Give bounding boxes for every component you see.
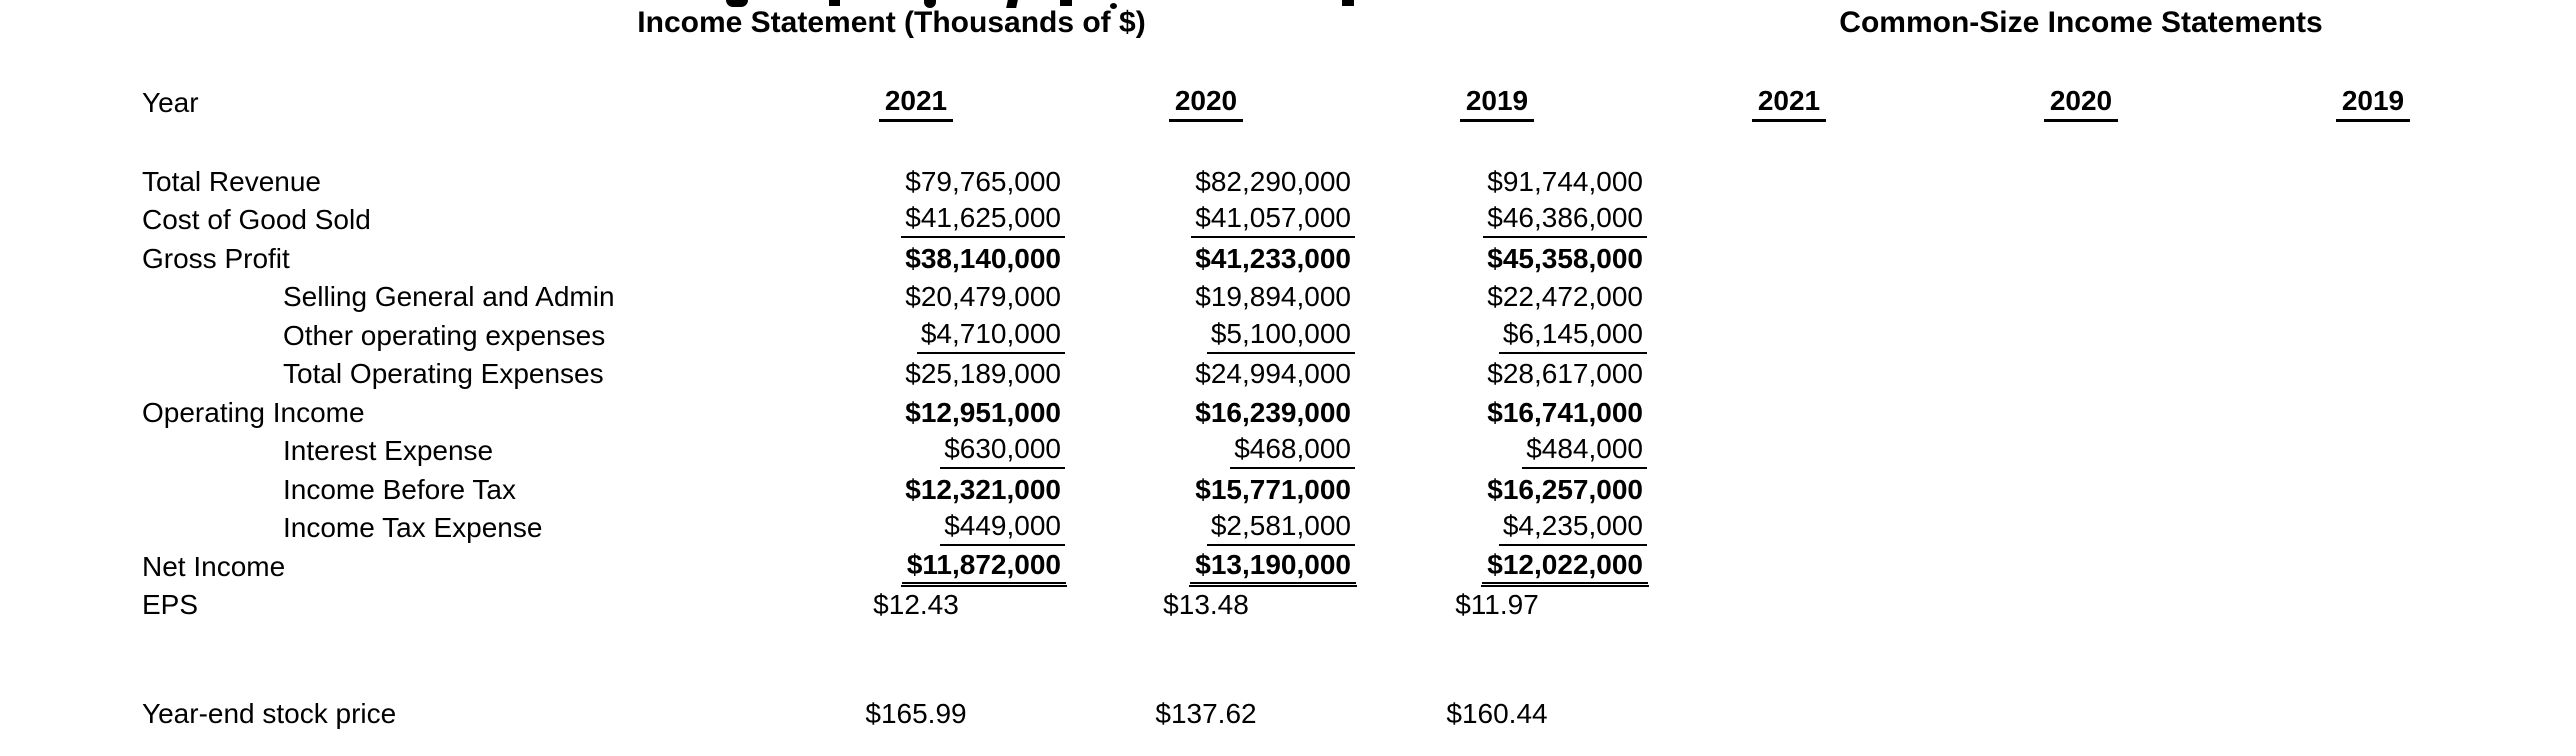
value-2020: $19,894,000 xyxy=(1195,281,1351,313)
row-label: Cost of Good Sold xyxy=(142,204,371,236)
value-2021: $12.43 xyxy=(873,589,959,621)
value-2021: $25,189,000 xyxy=(905,358,1061,390)
value-2019: $484,000 xyxy=(1351,433,1647,470)
statement-year-2019: 2019 xyxy=(1351,85,1643,122)
row-label: Other operating expenses xyxy=(283,319,606,351)
clipped-glyph xyxy=(1060,0,1072,6)
table-row: Gross Profit $38,140,000 $41,233,000 $45… xyxy=(0,240,2519,279)
row-label: Total Operating Expenses xyxy=(283,358,604,390)
common-size-title: Common-Size Income Statements xyxy=(1839,6,2323,39)
value-2021: $38,140,000 xyxy=(905,242,1061,274)
table-row: Net Income $11,872,000 $13,190,000 $12,0… xyxy=(0,548,2519,588)
value-2020: $468,000 xyxy=(1061,433,1355,470)
value-2021: $12,321,000 xyxy=(905,473,1061,505)
value-2021: $11,872,000 xyxy=(771,549,1068,588)
statement-rows: Total Revenue $79,765,000 $82,290,000 $9… xyxy=(0,163,2519,625)
table-row: EPS $12.43 $13.48 $11.97 xyxy=(0,586,2519,625)
clipped-glyph xyxy=(726,0,748,7)
value-2021: $20,479,000 xyxy=(905,281,1061,313)
stock-price-2020: $137.62 xyxy=(1155,697,1257,729)
value-2019: $16,257,000 xyxy=(1487,473,1643,505)
value-2019: $45,358,000 xyxy=(1487,242,1643,274)
table-row: Operating Income $12,951,000 $16,239,000… xyxy=(0,394,2519,433)
income-statement-title: Income Statement (Thousands of $) xyxy=(637,6,1146,39)
value-2019: $6,145,000 xyxy=(1351,318,1647,354)
table-row: Other operating expenses $4,710,000 $5,1… xyxy=(0,317,2519,356)
stock-price-2019: $160.44 xyxy=(1446,697,1548,729)
row-label: EPS xyxy=(142,589,199,621)
value-2019: $11.97 xyxy=(1455,589,1539,621)
value-2020: $82,290,000 xyxy=(1195,165,1351,197)
year-header-row: Year 2021 2020 2019 2021 2020 2019 xyxy=(0,84,2519,123)
row-label: Total Revenue xyxy=(142,165,322,197)
value-2019: $22,472,000 xyxy=(1487,281,1643,313)
value-2021: $449,000 xyxy=(771,510,1065,547)
row-label: Gross Profit xyxy=(142,242,290,274)
table-row: Selling General and Admin $20,479,000 $1… xyxy=(0,278,2519,317)
value-2021: $79,765,000 xyxy=(905,165,1061,197)
value-2020: $13.48 xyxy=(1163,589,1249,621)
value-2019: $4,235,000 xyxy=(1351,510,1647,547)
table-row: Interest Expense $630,000 $468,000 $484,… xyxy=(0,432,2519,471)
value-2020: $41,233,000 xyxy=(1195,242,1351,274)
clipped-heading-remnant xyxy=(0,0,2576,10)
value-2020: $2,581,000 xyxy=(1061,510,1355,547)
value-2019: $46,386,000 xyxy=(1351,202,1647,239)
clipped-glyph xyxy=(1110,3,1117,9)
row-label: Income Tax Expense xyxy=(283,512,543,544)
table-row: Total Revenue $79,765,000 $82,290,000 $9… xyxy=(0,163,2519,202)
clipped-glyph xyxy=(1342,0,1354,6)
value-2020: $41,057,000 xyxy=(1061,202,1355,239)
value-2019: $28,617,000 xyxy=(1487,358,1643,390)
value-2021: $630,000 xyxy=(771,433,1065,470)
clipped-glyph xyxy=(924,0,936,8)
row-label: Year-end stock price xyxy=(142,697,397,729)
value-2019: $16,741,000 xyxy=(1487,396,1643,428)
row-label: Selling General and Admin xyxy=(283,281,615,313)
statement-year-2020: 2020 xyxy=(1061,85,1351,122)
common-size-year-2019: 2019 xyxy=(2227,85,2519,122)
row-label: Income Before Tax xyxy=(283,473,516,505)
table-row: Cost of Good Sold $41,625,000 $41,057,00… xyxy=(0,201,2519,240)
stock-price-2021: $165.99 xyxy=(865,697,967,729)
year-row-label: Year xyxy=(142,87,199,119)
value-2019: $91,744,000 xyxy=(1487,165,1643,197)
value-2021: $12,951,000 xyxy=(905,396,1061,428)
statement-year-2021: 2021 xyxy=(771,85,1061,122)
value-2020: $24,994,000 xyxy=(1195,358,1351,390)
stock-price-row: Year-end stock price $165.99 $137.62 $16… xyxy=(0,695,2519,734)
value-2021: $4,710,000 xyxy=(771,318,1065,354)
row-label: Net Income xyxy=(142,550,286,582)
row-label: Operating Income xyxy=(142,396,365,428)
table-row: Income Tax Expense $449,000 $2,581,000 $… xyxy=(0,509,2519,548)
value-2020: $15,771,000 xyxy=(1195,473,1351,505)
common-size-year-2020: 2020 xyxy=(1935,85,2227,122)
value-2020: $16,239,000 xyxy=(1195,396,1351,428)
value-2020: $13,190,000 xyxy=(1061,549,1357,588)
common-size-year-2021: 2021 xyxy=(1643,85,1935,122)
statement-table: Year 2021 2020 2019 2021 2020 2019 Total… xyxy=(0,84,2519,733)
value-2021: $41,625,000 xyxy=(771,202,1065,239)
value-2019: $12,022,000 xyxy=(1351,549,1649,588)
table-row: Total Operating Expenses $25,189,000 $24… xyxy=(0,355,2519,394)
clipped-glyph xyxy=(829,0,840,6)
value-2020: $5,100,000 xyxy=(1061,318,1355,354)
table-row: Income Before Tax $12,321,000 $15,771,00… xyxy=(0,471,2519,510)
row-label: Interest Expense xyxy=(283,435,494,467)
